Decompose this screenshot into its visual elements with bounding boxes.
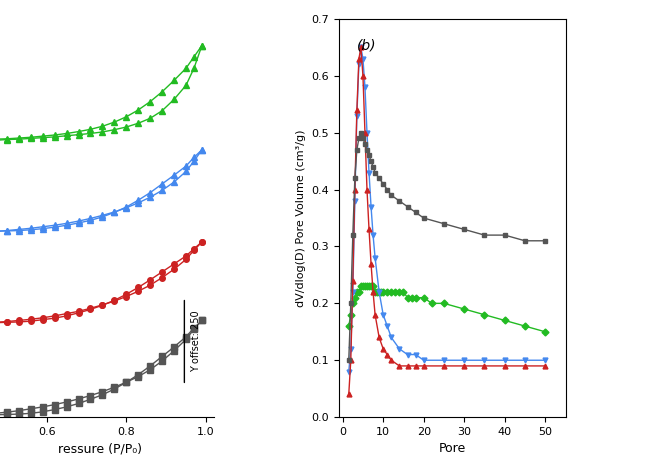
X-axis label: ressure (P/P₀): ressure (P/P₀) [58,442,142,456]
Text: (b): (b) [357,39,376,53]
X-axis label: Pore: Pore [439,442,465,456]
Y-axis label: dV/dlog(D) Pore Volume (cm³/g): dV/dlog(D) Pore Volume (cm³/g) [296,129,306,307]
Text: Y offset: 250: Y offset: 250 [191,310,202,372]
